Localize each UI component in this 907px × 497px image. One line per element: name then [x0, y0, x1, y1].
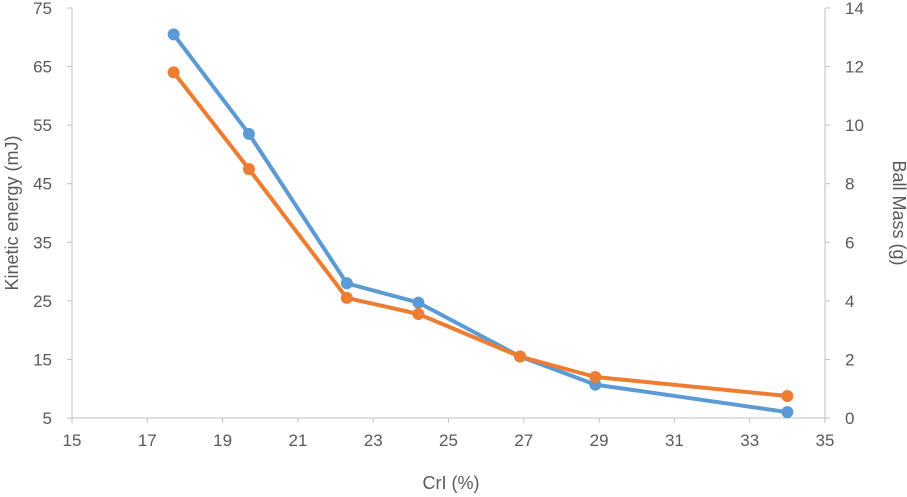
- x-tick-label: 23: [364, 431, 383, 450]
- x-tick-label: 15: [63, 431, 82, 450]
- x-tick-label: 31: [665, 431, 684, 450]
- y2-tick-label: 8: [845, 175, 854, 194]
- series-1-point: [412, 296, 425, 309]
- y-tick-label: 55: [33, 116, 52, 135]
- y-tick-label: 45: [33, 175, 52, 194]
- y2-tick-label: 10: [845, 116, 864, 135]
- ticks: 15 17 19 21 23 25 27 29 31 33 35 5 15 25 35 45 55 65 75 0 2 4…: [33, 0, 864, 450]
- y2-tick-label: 0: [845, 409, 854, 428]
- series-2-point: [167, 66, 180, 79]
- series-layer: [167, 28, 794, 419]
- y-tick-label: 25: [33, 292, 52, 311]
- y2-tick-label: 4: [845, 292, 854, 311]
- series-1-line: [171, 32, 790, 415]
- series-2-point: [781, 390, 794, 403]
- y-tick-label: 35: [33, 233, 52, 252]
- x-tick-label: 19: [213, 431, 232, 450]
- x-tick-label: 33: [740, 431, 759, 450]
- x-tick-label: 17: [138, 431, 157, 450]
- y2-tick-label: 12: [845, 58, 864, 77]
- y-tick-label: 15: [33, 350, 52, 369]
- series-1-point: [781, 406, 794, 419]
- y-tick-label: 65: [33, 58, 52, 77]
- x-tick-label: 25: [439, 431, 458, 450]
- axes: [67, 7, 830, 423]
- series-1-point: [167, 28, 180, 41]
- series-2-point: [589, 371, 602, 383]
- series-2-point: [412, 308, 425, 321]
- x-tick-label: 21: [288, 431, 307, 450]
- x-tick-label: 27: [514, 431, 533, 450]
- y2-tick-label: 2: [845, 350, 854, 369]
- y-tick-label: 5: [43, 409, 52, 428]
- series-2-point: [340, 291, 353, 304]
- x-tick-label: 35: [816, 431, 835, 450]
- x-tick-label: 29: [590, 431, 609, 450]
- series-1-point: [340, 277, 353, 290]
- y-axis-title: Kinetic energy (mJ): [2, 135, 22, 290]
- y2-tick-label: 6: [845, 233, 854, 252]
- series-2-line: [171, 70, 790, 398]
- series-2-point: [242, 163, 255, 176]
- series-2-point: [514, 350, 527, 363]
- x-axis-title: CrI (%): [423, 473, 480, 493]
- y-tick-label: 75: [33, 0, 52, 18]
- y2-axis-title: Ball Mass (g): [889, 160, 907, 265]
- y2-tick-label: 14: [845, 0, 864, 18]
- series-1-point: [242, 127, 255, 140]
